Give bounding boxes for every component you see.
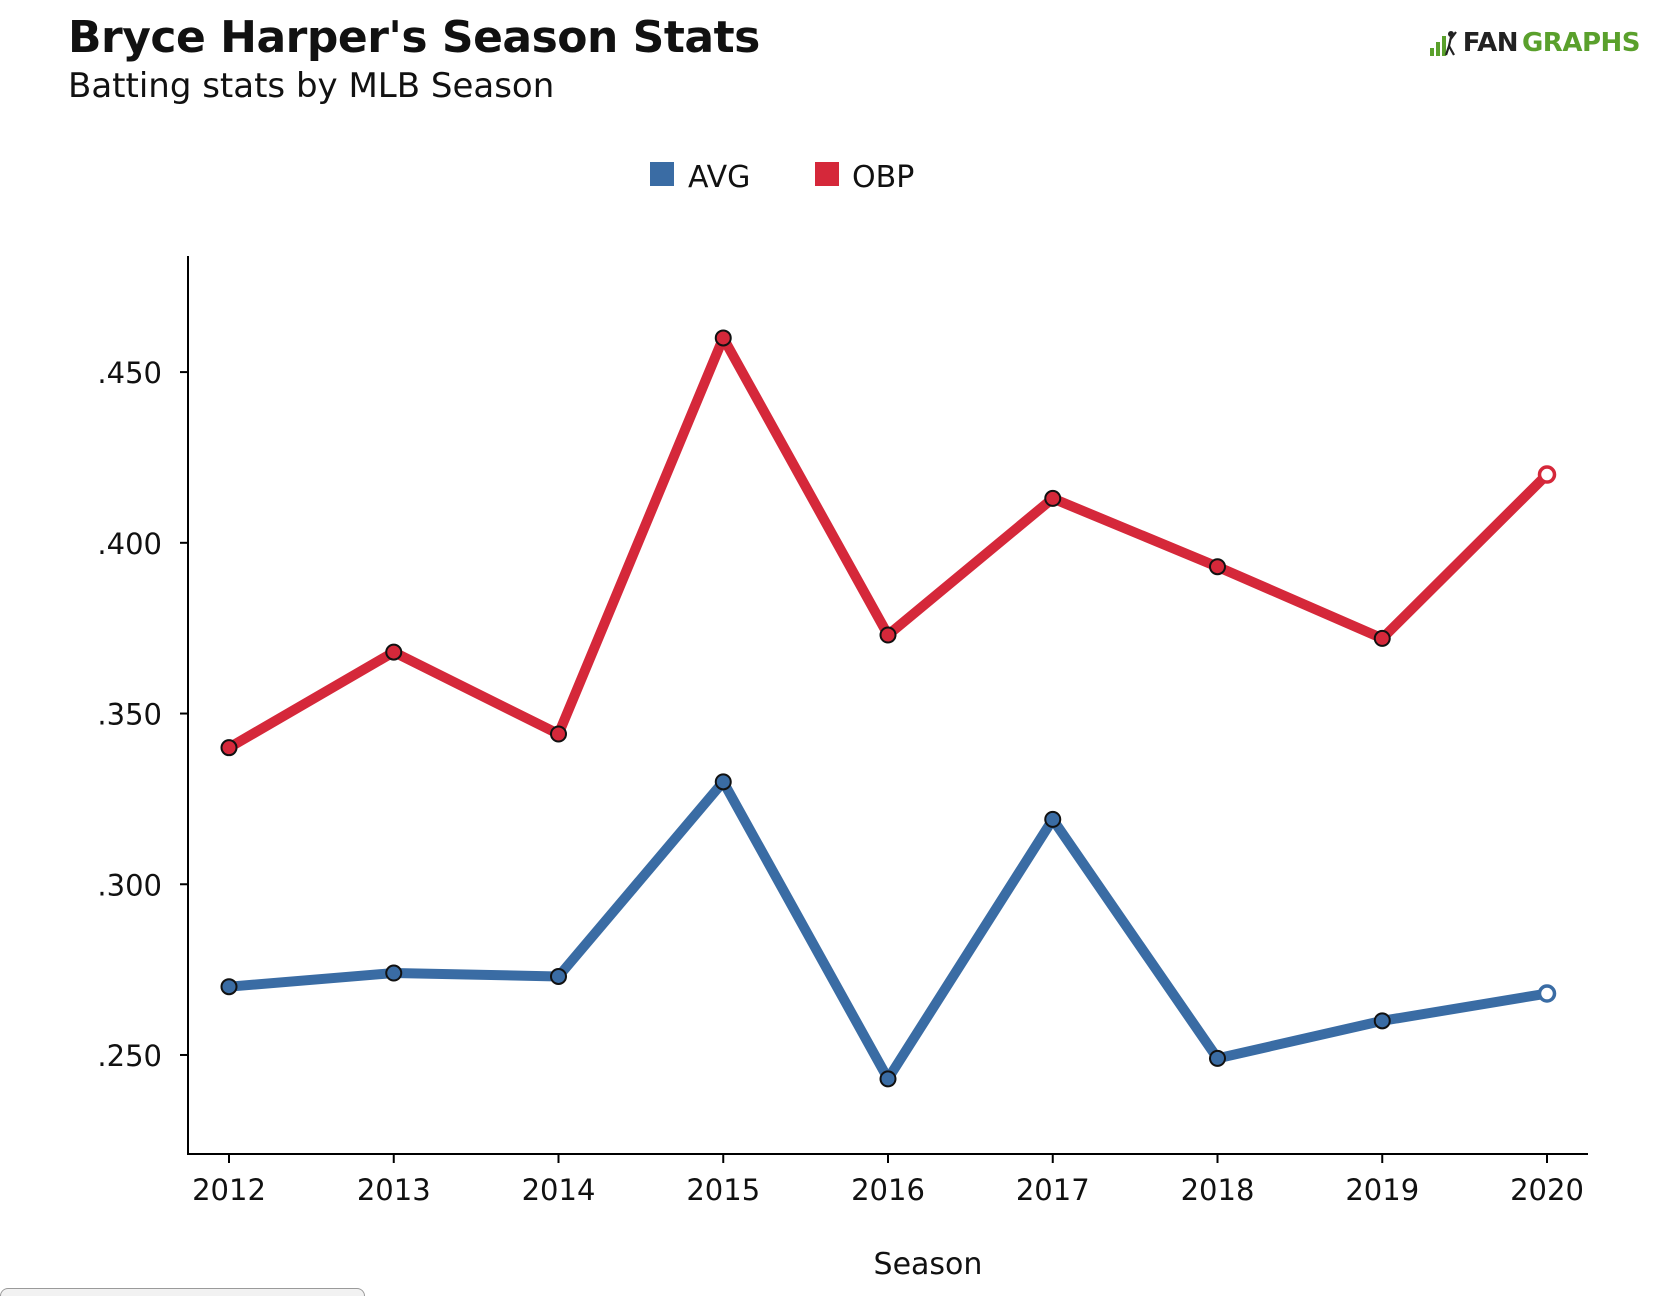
- x-axis-ticks: 2012 2013 2014 2015 2016 2017 2018 2019 2020: [192, 1154, 1584, 1207]
- y-tick-label: .250: [97, 1039, 162, 1073]
- legend-item-obp[interactable]: OBP: [815, 160, 914, 195]
- legend-item-avg[interactable]: AVG: [650, 160, 750, 195]
- legend-swatch-avg: [650, 162, 674, 186]
- x-tick-label: 2020: [1510, 1173, 1584, 1207]
- x-tick-label: 2017: [1016, 1173, 1090, 1207]
- data-point-obp[interactable]: [550, 725, 567, 743]
- data-point-avg[interactable]: [1209, 1049, 1226, 1067]
- x-axis-label: Season: [874, 1247, 983, 1282]
- brand-graphs-text: GRAPHS: [1521, 28, 1641, 58]
- x-tick-label: 2016: [851, 1173, 925, 1207]
- y-tick-label: .350: [97, 698, 162, 732]
- x-tick-label: 2012: [192, 1173, 266, 1207]
- data-point-obp[interactable]: [1044, 489, 1062, 507]
- data-point-avg[interactable]: [1044, 810, 1062, 828]
- x-tick-label: 2019: [1345, 1173, 1419, 1207]
- chart-series: [220, 329, 1557, 1088]
- data-point-avg[interactable]: [550, 967, 567, 985]
- fangraphs-logo[interactable]: FAN GRAPHS: [1429, 28, 1641, 58]
- data-point-avg[interactable]: [385, 964, 403, 982]
- data-point-avg[interactable]: [714, 773, 732, 791]
- chart-legend: AVG OBP: [650, 160, 914, 195]
- y-tick-label: .300: [97, 868, 162, 902]
- data-point-avg[interactable]: [879, 1070, 897, 1088]
- data-point-avg[interactable]: [220, 978, 238, 996]
- data-point-obp[interactable]: [879, 626, 897, 644]
- legend-label-avg: AVG: [688, 160, 750, 195]
- fangraphs-logo-icon: [1429, 31, 1457, 56]
- y-tick-label: .400: [97, 527, 162, 561]
- series-line-avg: [224, 776, 1552, 1084]
- horizontal-scrollbar[interactable]: [0, 1288, 365, 1296]
- brand-fan-text: FAN: [1462, 28, 1519, 58]
- data-point-obp[interactable]: [1209, 558, 1226, 576]
- x-tick-label: 2014: [522, 1173, 596, 1207]
- legend-swatch-obp: [815, 162, 839, 186]
- data-point-obp[interactable]: [1373, 629, 1391, 647]
- data-point-avg[interactable]: [1537, 984, 1557, 1003]
- legend-label-obp: OBP: [852, 160, 914, 195]
- data-point-obp[interactable]: [220, 739, 238, 757]
- x-tick-label: 2015: [686, 1173, 760, 1207]
- chart-subtitle: Batting stats by MLB Season: [68, 66, 555, 106]
- data-point-obp[interactable]: [1537, 465, 1557, 484]
- x-tick-label: 2013: [357, 1173, 431, 1207]
- chart-title: Bryce Harper's Season Stats: [68, 12, 760, 63]
- data-point-avg[interactable]: [1373, 1012, 1391, 1030]
- data-point-obp[interactable]: [385, 643, 403, 661]
- series-line-obp: [224, 332, 1552, 753]
- data-point-obp[interactable]: [714, 329, 732, 347]
- y-tick-label: .450: [97, 356, 162, 390]
- y-axis-ticks: .250 .300 .350 .400 .450: [97, 356, 188, 1073]
- x-tick-label: 2018: [1181, 1173, 1255, 1207]
